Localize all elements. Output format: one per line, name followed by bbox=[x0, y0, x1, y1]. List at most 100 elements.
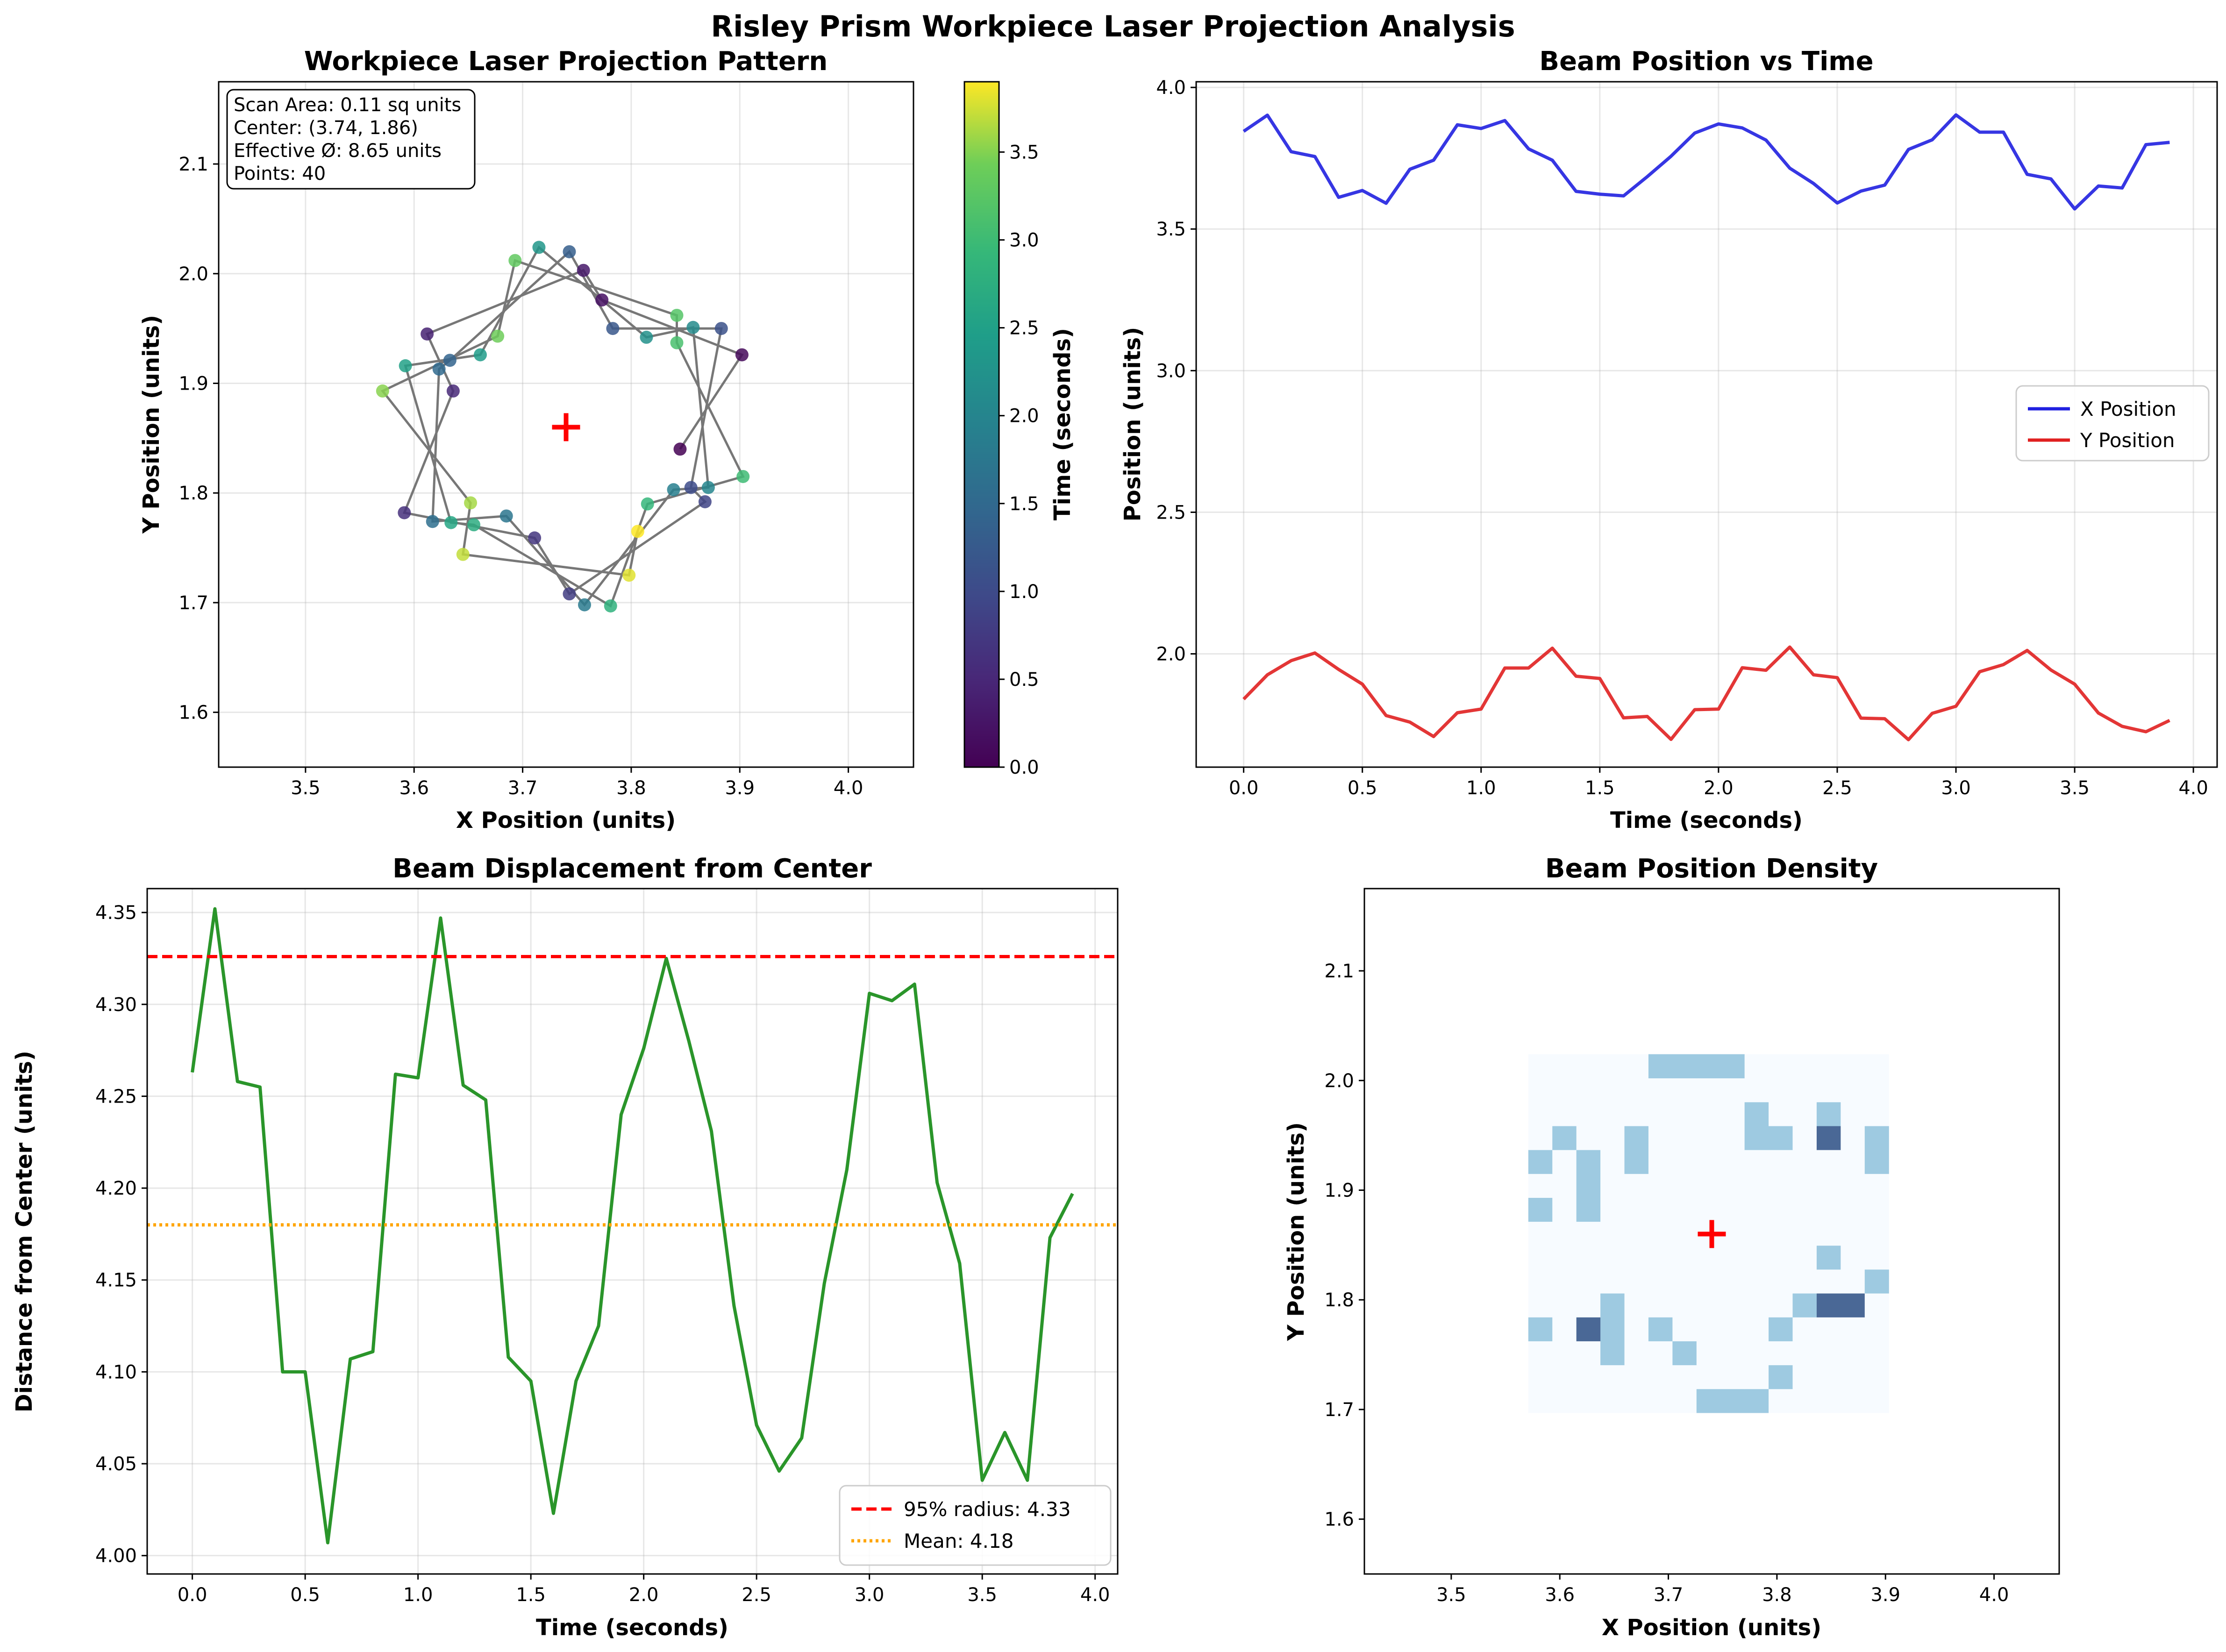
density-cell bbox=[1841, 1269, 1865, 1294]
density-cell bbox=[1576, 1221, 1601, 1246]
density-cell bbox=[1864, 1269, 1889, 1294]
density-cell bbox=[1792, 1245, 1817, 1270]
density-cell bbox=[1864, 1341, 1889, 1366]
density-cell bbox=[1792, 1341, 1817, 1366]
density-cell bbox=[1648, 1365, 1673, 1389]
displacement-ticks: 0.0 0.5 1.0 1.5 2.0 2.5 3.0 3.5 4.0 4.00 4.05 4.10 4… bbox=[95, 902, 1110, 1606]
density-cell bbox=[1769, 1293, 1793, 1317]
displacement-line bbox=[191, 907, 1074, 1545]
density-cell bbox=[1576, 1365, 1601, 1389]
pattern-point bbox=[473, 348, 487, 362]
density-xtick-label: 4.0 bbox=[1979, 1584, 2009, 1606]
suptitle: Risley Prism Workpiece Laser Projection … bbox=[711, 9, 1515, 43]
timeseries-xlabel: Time (seconds) bbox=[1610, 807, 1803, 833]
density-cell bbox=[1648, 1221, 1673, 1246]
pattern-point bbox=[444, 516, 458, 529]
displacement-xtick-label: 3.0 bbox=[855, 1584, 885, 1606]
density-cell bbox=[1720, 1102, 1745, 1126]
density-cell bbox=[1744, 1221, 1769, 1246]
density-cell bbox=[1841, 1389, 1865, 1413]
timeseries-lines bbox=[1242, 113, 2170, 741]
density-cell bbox=[1528, 1150, 1553, 1174]
colorbar-tick-label: 2.5 bbox=[1009, 318, 1039, 339]
pattern-point bbox=[606, 322, 620, 335]
pattern-title: Workpiece Laser Projection Pattern bbox=[304, 46, 828, 77]
density-xtick-label: 3.6 bbox=[1545, 1584, 1575, 1606]
density-cell bbox=[1552, 1078, 1577, 1103]
density-xtick-label: 3.7 bbox=[1654, 1584, 1684, 1606]
pattern-center-marker bbox=[552, 413, 580, 441]
displacement-xtick-label: 2.5 bbox=[742, 1584, 771, 1606]
density-cell bbox=[1744, 1269, 1769, 1294]
displacement-xtick-label: 0.0 bbox=[178, 1584, 207, 1606]
pattern-point bbox=[467, 518, 481, 532]
density-cell bbox=[1600, 1150, 1625, 1174]
timeseries-xtick-label: 2.0 bbox=[1704, 777, 1734, 799]
density-cell bbox=[1864, 1197, 1889, 1222]
pattern-point bbox=[456, 548, 470, 561]
density-cell bbox=[1528, 1078, 1553, 1103]
density-cell bbox=[1624, 1245, 1649, 1270]
density-cell bbox=[1816, 1245, 1841, 1270]
colorbar-tick-label: 2.0 bbox=[1009, 406, 1039, 427]
density-cell bbox=[1600, 1293, 1625, 1317]
density-cell bbox=[1552, 1365, 1577, 1389]
density-cell bbox=[1528, 1054, 1553, 1079]
density-cell bbox=[1576, 1317, 1601, 1341]
density-cell bbox=[1841, 1221, 1865, 1246]
density-cell bbox=[1624, 1341, 1649, 1366]
density-cell bbox=[1552, 1293, 1577, 1317]
density-cell bbox=[1720, 1054, 1745, 1079]
density-cell bbox=[1552, 1341, 1577, 1366]
pattern-xtick-label: 3.5 bbox=[291, 777, 321, 799]
density-cell bbox=[1744, 1293, 1769, 1317]
density-cell bbox=[1841, 1317, 1865, 1341]
timeseries-ytick-label: 2.5 bbox=[1156, 502, 1186, 523]
displacement-ytick-label: 4.00 bbox=[95, 1545, 137, 1567]
pattern-point bbox=[426, 515, 439, 528]
density-ytick-label: 1.8 bbox=[1324, 1289, 1354, 1311]
density-cell bbox=[1552, 1317, 1577, 1341]
density-cell bbox=[1672, 1125, 1697, 1150]
density-cell bbox=[1648, 1102, 1673, 1126]
density-cell bbox=[1528, 1293, 1553, 1317]
timeseries-xtick-label: 2.5 bbox=[1822, 777, 1852, 799]
density-cell bbox=[1672, 1293, 1697, 1317]
density-cell bbox=[1792, 1078, 1817, 1103]
colorbar-tick-label: 3.0 bbox=[1009, 230, 1039, 251]
pattern-ytick-label: 1.7 bbox=[178, 592, 208, 614]
info-line-points: Points: 40 bbox=[234, 163, 326, 185]
timeseries-xtick-label: 0.5 bbox=[1348, 777, 1377, 799]
density-cell bbox=[1769, 1269, 1793, 1294]
density-cell bbox=[1600, 1078, 1625, 1103]
density-cell bbox=[1769, 1317, 1793, 1341]
displacement-ytick-label: 4.05 bbox=[95, 1453, 137, 1475]
density-cell bbox=[1672, 1197, 1697, 1222]
timeseries-title: Beam Position vs Time bbox=[1539, 46, 1873, 77]
density-cell bbox=[1841, 1197, 1865, 1222]
density-cell bbox=[1648, 1197, 1673, 1222]
density-cell bbox=[1600, 1125, 1625, 1150]
density-cell bbox=[1864, 1125, 1889, 1150]
density-cell bbox=[1552, 1102, 1577, 1126]
timeseries-xtick-label: 1.0 bbox=[1466, 777, 1496, 799]
colorbar-ticks: 0.0 0.5 1.0 1.5 2.0 2.5 3.0 3.5 bbox=[999, 142, 1039, 778]
density-cell bbox=[1576, 1125, 1601, 1150]
density-cell bbox=[1696, 1317, 1721, 1341]
displacement-legend: 95% radius: 4.33 Mean: 4.18 bbox=[839, 1485, 1112, 1566]
density-cell bbox=[1576, 1269, 1601, 1294]
density-cell bbox=[1552, 1125, 1577, 1150]
density-cell bbox=[1792, 1221, 1817, 1246]
pattern-point bbox=[528, 531, 542, 545]
density-cell bbox=[1528, 1365, 1553, 1389]
pattern-point bbox=[714, 322, 728, 335]
density-cells bbox=[1528, 1054, 1889, 1413]
density-cell bbox=[1720, 1389, 1745, 1413]
density-cell bbox=[1769, 1365, 1793, 1389]
density-cell bbox=[1841, 1054, 1865, 1079]
density-cell bbox=[1841, 1341, 1865, 1366]
colorbar-tick-label: 0.5 bbox=[1009, 669, 1039, 691]
density-cell bbox=[1841, 1125, 1865, 1150]
pattern-axes-frame bbox=[218, 81, 914, 768]
